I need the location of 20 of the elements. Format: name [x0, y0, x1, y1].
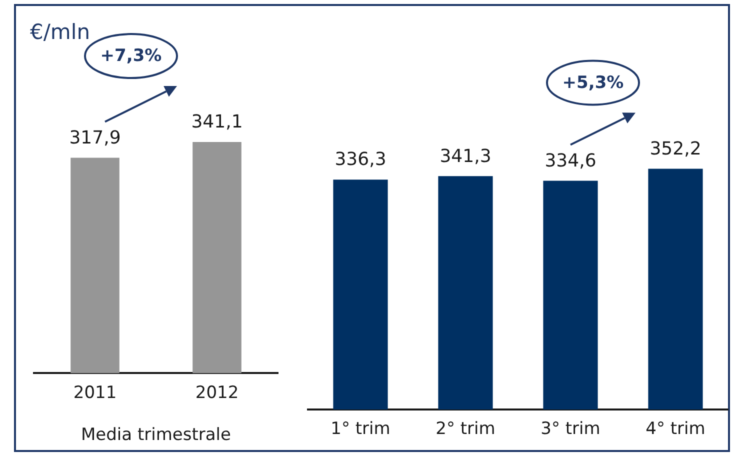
data-label: 341,1 [191, 112, 243, 133]
x-tick-label: 2011 [73, 382, 117, 403]
data-label: 317,9 [69, 127, 121, 148]
x-tick-label: 1° trim [330, 419, 390, 440]
data-label: 334,6 [544, 150, 596, 172]
data-label: 341,3 [440, 146, 492, 167]
x-tick-label: 2° trim [436, 419, 496, 440]
x-tick-label: 2012 [195, 382, 239, 403]
bar [648, 168, 703, 410]
x-axis-title: Media trimestrale [81, 425, 231, 446]
chart-title: €/mln [30, 20, 90, 44]
x-tick-label: 4° trim [646, 419, 706, 440]
text: +7,3% [100, 46, 162, 66]
bar [333, 180, 388, 410]
bar [438, 176, 493, 410]
x-tick-label: 3° trim [540, 419, 600, 440]
data-label: 336,3 [334, 149, 386, 170]
bar [543, 180, 598, 410]
text: +5,3% [562, 72, 624, 93]
data-label: 352,2 [650, 138, 702, 160]
